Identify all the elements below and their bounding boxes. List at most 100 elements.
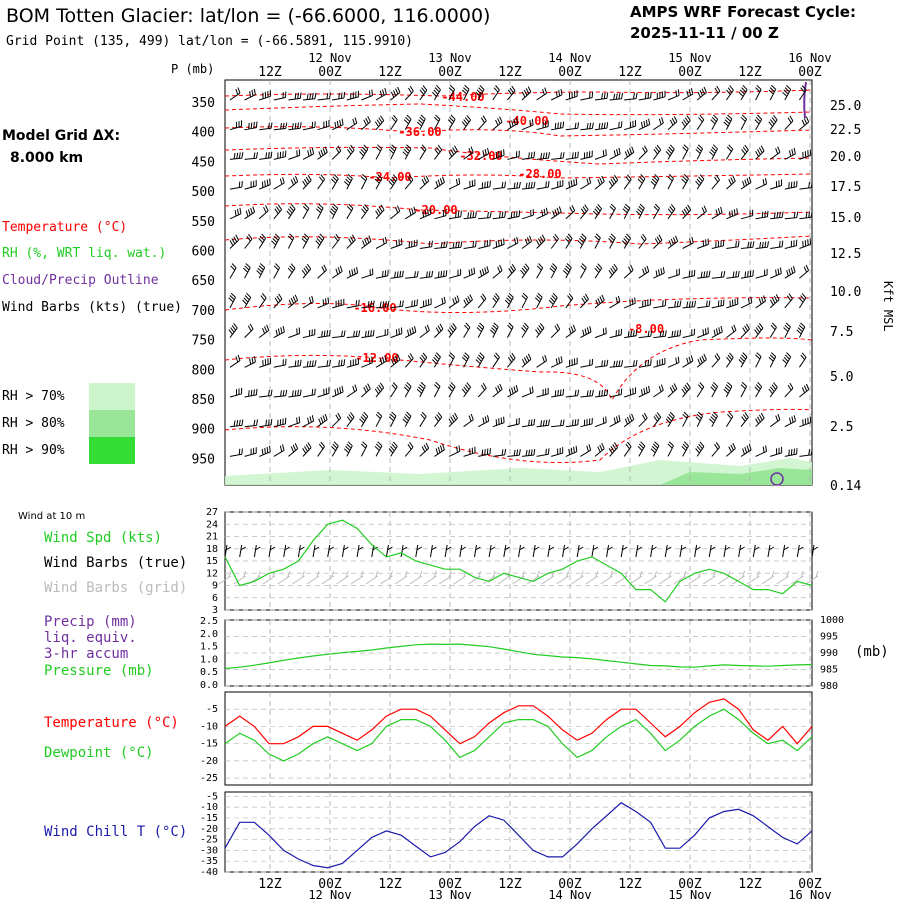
wind-barb [623, 413, 635, 428]
wind-barb [332, 91, 346, 101]
wind-barb [653, 412, 662, 428]
wind-barb [434, 296, 446, 309]
true-wind-barb [297, 544, 305, 558]
dewpoint-line [224, 708, 813, 762]
wind-barb [375, 328, 389, 339]
windchill-tick-label: -20 [200, 824, 218, 835]
pressure-axis-label: P (mb) [171, 62, 214, 76]
wind-barb [361, 300, 375, 309]
true-wind-barb [459, 544, 467, 558]
wind-barb [390, 327, 403, 339]
wind-barb [507, 117, 519, 131]
grid-wind-barb [556, 570, 569, 585]
wind-barb [580, 122, 594, 131]
wind-barb [447, 323, 457, 338]
wind-barb [390, 114, 398, 130]
wind-barb [302, 360, 317, 368]
wind-barb [740, 209, 754, 220]
wind-barb [521, 209, 534, 220]
wind-barb [638, 359, 652, 368]
wind-barb [302, 147, 315, 160]
wind-barb [711, 239, 725, 249]
wind-barb [769, 146, 781, 160]
wind-barb [288, 92, 302, 101]
contour-label: -28.00 [518, 167, 561, 181]
windchill-tick-label: -10 [200, 802, 218, 813]
true-wind-barb [239, 544, 246, 558]
wind-barb [665, 144, 675, 160]
wind-barb [492, 383, 503, 398]
wind-barb [653, 299, 667, 309]
wind-barb [244, 323, 254, 338]
wind-barb [551, 152, 565, 160]
top-time-tick-label: 00Z [798, 65, 822, 80]
wind-barb [709, 144, 718, 160]
temp-tick-label: -15 [200, 739, 218, 750]
wind-barb [302, 295, 314, 309]
temperature-contour [224, 146, 813, 165]
wind-barb [317, 329, 331, 339]
rh-legend-90: RH > 90% [2, 443, 65, 458]
wind-barb [740, 381, 748, 398]
wind-barb [463, 446, 476, 457]
wind-barb [799, 181, 813, 190]
top-time-tick-label: 12Z [618, 65, 642, 80]
wind-barb [433, 381, 441, 398]
wind-barb [609, 121, 623, 131]
wind-barb [244, 152, 258, 160]
pressure-tick-label: 990 [820, 648, 838, 659]
wind-barb [653, 358, 666, 368]
wind-barb [390, 382, 398, 398]
wind-barb [332, 330, 346, 339]
wind-barb [725, 411, 734, 427]
true-wind-barb [341, 544, 349, 558]
wind-barb [740, 323, 750, 338]
wind-barb [346, 330, 361, 339]
wind-barb [755, 84, 762, 101]
wind-barb [754, 114, 763, 130]
true-wind-barb [312, 544, 320, 558]
page-title: BOM Totten Glacier: lat/lon = (-66.6000,… [6, 5, 490, 27]
wind-barb [404, 353, 414, 368]
grid-wind-barb [336, 570, 349, 585]
cross-section-frame [224, 79, 813, 486]
wind-barb [507, 150, 520, 160]
wind-barb [331, 118, 344, 131]
wind-barb [492, 448, 507, 457]
wind-barb [594, 233, 601, 249]
true-wind-barb [503, 544, 511, 558]
wind-barb [768, 114, 778, 130]
wind-barb [507, 352, 516, 368]
wind-tick-label: 6 [212, 593, 218, 604]
wind-barb [592, 203, 603, 220]
bottom-date-label: 16 Nov [788, 888, 831, 900]
true-wind-barb [400, 544, 408, 558]
wind-barb [288, 149, 301, 160]
grid-wind-barb [409, 570, 423, 585]
wind-barb [653, 90, 666, 101]
wind-barb [346, 90, 359, 101]
true-wind-barb [811, 544, 819, 558]
wind-barb [317, 359, 331, 368]
wind-barb [638, 91, 652, 101]
wind-barb [784, 211, 799, 220]
grid-point-subtitle: Grid Point (135, 499) lat/lon = (-66.589… [6, 34, 413, 49]
wind-barb [390, 270, 404, 279]
wind-barb [696, 382, 705, 398]
wind-barb [521, 418, 536, 428]
windchill-tick-label: -25 [200, 835, 218, 846]
kft-tick-label: 2.5 [830, 420, 853, 435]
wind-barb [608, 442, 619, 457]
wind-barb [782, 352, 792, 368]
wind-barb [507, 181, 521, 190]
wind-barb [624, 92, 638, 101]
wind-barb [580, 177, 592, 190]
legend-wind-spd: Wind Spd (kts) [44, 530, 162, 546]
true-wind-barb [591, 544, 599, 558]
temp-tick-label: -10 [200, 721, 218, 732]
wind-tick-label: 9 [212, 581, 218, 592]
wind-barb [697, 327, 709, 339]
wind-barb [755, 295, 766, 309]
wind-barb [273, 150, 287, 160]
wind-barb [447, 381, 456, 398]
